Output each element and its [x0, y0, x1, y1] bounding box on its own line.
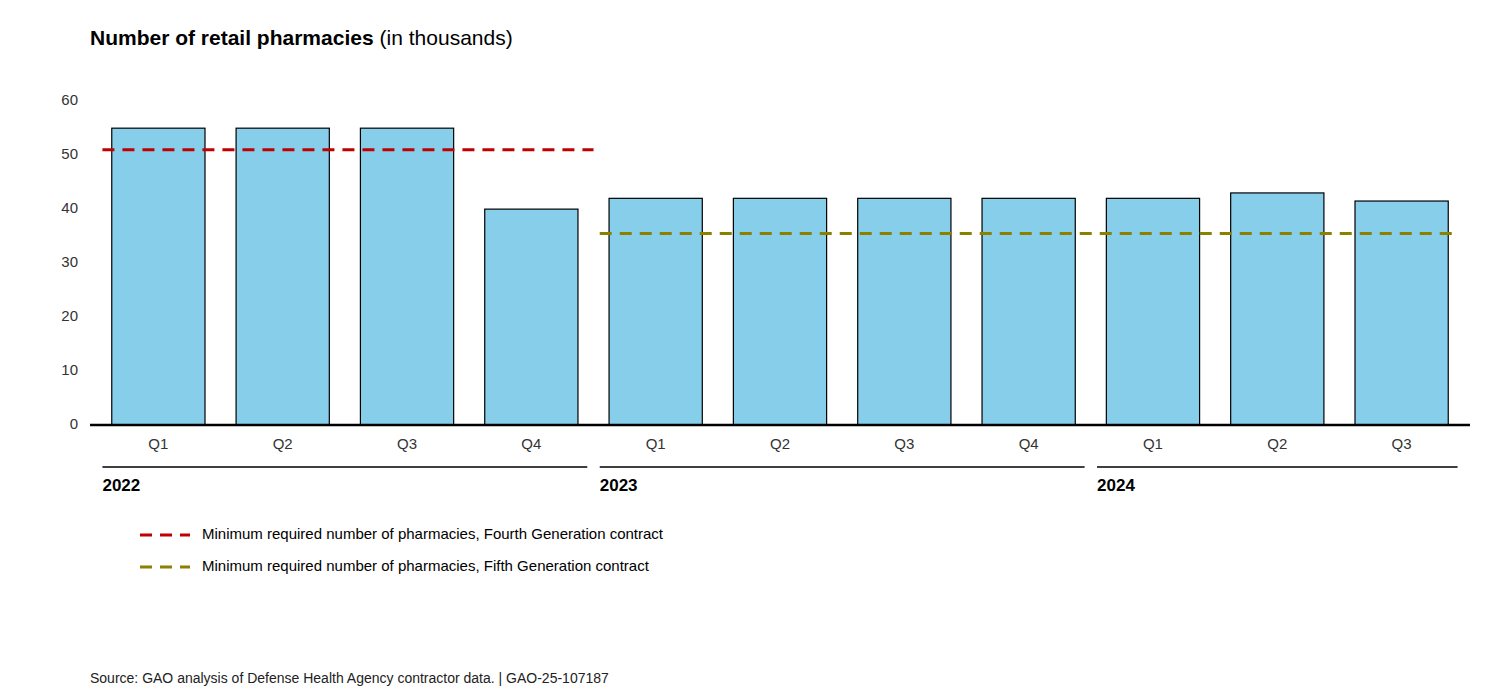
bar [1231, 193, 1324, 425]
year-underline [102, 466, 587, 468]
y-tick-label: 10 [61, 361, 78, 378]
x-axis-line [90, 424, 1470, 427]
plot-area [102, 128, 1457, 425]
reference-line [102, 148, 593, 151]
x-tick-label: Q3 [894, 435, 914, 452]
legend-label: Minimum required number of pharmacies, F… [202, 525, 664, 542]
source-note: Source: GAO analysis of Defense Health A… [90, 670, 609, 686]
x-tick-label: Q2 [1267, 435, 1287, 452]
y-tick-label: 50 [61, 145, 78, 162]
y-tick-label: 0 [70, 415, 78, 432]
year-label: 2022 [102, 476, 140, 495]
reference-line [600, 232, 1458, 235]
title-unit: (in thousands) [380, 26, 513, 49]
x-tick-label: Q4 [1019, 435, 1039, 452]
year-label: 2024 [1097, 476, 1135, 495]
bar [485, 209, 578, 425]
x-tick-label: Q3 [1392, 435, 1412, 452]
year-underline [600, 466, 1085, 468]
legend-swatch [140, 566, 190, 569]
x-tick-label: Q2 [273, 435, 293, 452]
y-tick-label: 30 [61, 253, 78, 270]
bar [360, 128, 453, 425]
x-tick-label: Q2 [770, 435, 790, 452]
legend-swatch [140, 534, 190, 537]
y-tick-label: 40 [61, 199, 78, 216]
x-tick-label: Q1 [1143, 435, 1163, 452]
chart: Number of retail pharmacies (in thousands… [0, 0, 1500, 697]
title: Number of retail pharmacies (in thousands… [90, 26, 513, 49]
y-tick-label: 60 [61, 91, 78, 108]
x-tick-label: Q3 [397, 435, 417, 452]
y-tick-label: 20 [61, 307, 78, 324]
bar [236, 128, 329, 425]
x-tick-label: Q1 [148, 435, 168, 452]
year-underline [1097, 466, 1458, 468]
bar [112, 128, 205, 425]
legend-label: Minimum required number of pharmacies, F… [202, 557, 650, 574]
x-tick-label: Q4 [521, 435, 541, 452]
x-tick-label: Q1 [646, 435, 666, 452]
title-main: Number of retail pharmacies [90, 26, 374, 49]
year-label: 2023 [600, 476, 638, 495]
